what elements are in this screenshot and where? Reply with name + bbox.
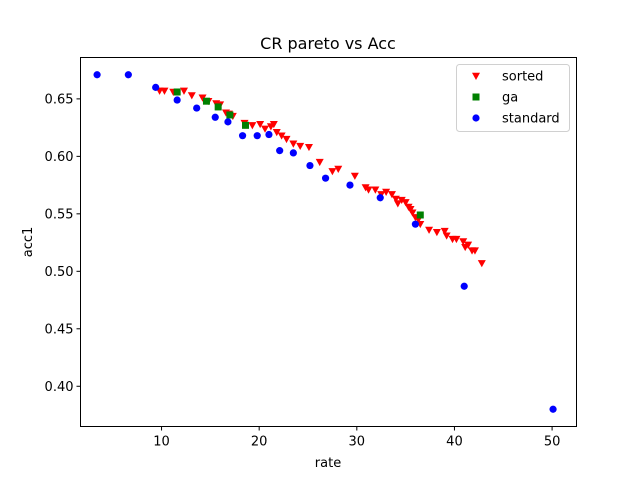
- point-sorted-23: [304, 143, 313, 152]
- y-tick-label: 0.50: [45, 265, 74, 280]
- point-sorted-3: [179, 87, 188, 95]
- point-sorted-27: [350, 172, 359, 180]
- point-standard-9: [265, 130, 273, 139]
- point-ga-0: [173, 88, 181, 96]
- x-axis-label: rate: [315, 456, 341, 471]
- point-standard-13: [321, 174, 330, 182]
- point-standard-3: [173, 96, 181, 104]
- legend-label-standard: standard: [502, 112, 560, 127]
- point-standard-7: [238, 132, 247, 140]
- point-standard-0: [93, 71, 101, 79]
- point-sorted-54: [470, 247, 479, 255]
- x-axis: 10 20 30 40 50: [153, 426, 561, 450]
- point-sorted-29: [364, 186, 373, 194]
- legend-marker-ga: [472, 93, 480, 101]
- point-standard-10: [276, 147, 284, 155]
- point-sorted-55: [477, 260, 486, 268]
- point-sorted-5: [198, 94, 207, 102]
- point-sorted-46: [440, 227, 449, 236]
- point-standard-8: [253, 132, 261, 140]
- point-standard-16: [411, 220, 419, 228]
- point-sorted-20: [282, 135, 291, 144]
- legend-label-ga: ga: [502, 91, 518, 106]
- point-sorted-44: [425, 226, 434, 234]
- point-sorted-13: [248, 122, 257, 130]
- legend-box: [456, 64, 570, 132]
- point-standard-4: [193, 104, 201, 112]
- point-standard-17: [460, 282, 468, 290]
- point-standard-12: [306, 161, 314, 170]
- point-standard-11: [289, 149, 297, 157]
- point-sorted-36: [397, 196, 406, 205]
- point-sorted-33: [387, 191, 396, 199]
- point-standard-2: [152, 83, 160, 91]
- legend-label-sorted: sorted: [502, 70, 543, 85]
- chart-title: CR pareto vs Acc: [260, 34, 396, 53]
- x-tick-label: 30: [349, 435, 366, 450]
- plot-frame: [80, 57, 577, 427]
- point-standard-15: [376, 194, 384, 202]
- point-sorted-1: [160, 87, 169, 95]
- x-tick-label: 20: [251, 435, 268, 450]
- x-tick-label: 10: [153, 435, 170, 450]
- y-axis-label: acc1: [21, 227, 36, 258]
- point-sorted-17: [269, 120, 278, 129]
- point-sorted-32: [382, 188, 391, 196]
- point-sorted-19: [277, 132, 286, 140]
- point-sorted-4: [187, 92, 196, 100]
- point-standard-6: [224, 118, 232, 126]
- plot-marks: [93, 71, 557, 413]
- point-sorted-30: [371, 186, 380, 194]
- point-sorted-52: [464, 241, 473, 249]
- point-sorted-26: [334, 165, 343, 174]
- point-sorted-14: [256, 120, 265, 129]
- point-sorted-24: [315, 158, 324, 167]
- y-tick-label: 0.45: [45, 322, 74, 337]
- point-sorted-22: [296, 142, 305, 151]
- point-sorted-25: [328, 168, 337, 176]
- point-sorted-37: [401, 199, 410, 207]
- legend: sorted ga standard: [456, 64, 570, 132]
- point-sorted-21: [289, 140, 298, 148]
- legend-marker-standard: [472, 114, 480, 122]
- point-standard-18: [549, 405, 557, 413]
- y-tick-label: 0.60: [45, 150, 74, 165]
- point-sorted-34: [391, 195, 400, 203]
- y-tick-label: 0.55: [45, 207, 74, 222]
- point-ga-4: [242, 121, 250, 129]
- x-tick-label: 50: [544, 435, 561, 450]
- point-sorted-18: [272, 129, 281, 137]
- point-sorted-40: [408, 209, 417, 217]
- point-sorted-45: [432, 229, 441, 237]
- point-standard-5: [211, 113, 219, 121]
- y-axis: 0.40 0.45 0.50 0.55 0.60 0.65: [45, 92, 81, 395]
- point-sorted-47: [442, 232, 451, 240]
- point-standard-14: [346, 181, 354, 189]
- point-sorted-15: [261, 125, 270, 133]
- point-sorted-35: [393, 200, 402, 208]
- x-tick-label: 40: [446, 435, 463, 450]
- legend-marker-sorted: [472, 72, 480, 80]
- point-ga-1: [202, 97, 210, 105]
- point-standard-1: [124, 71, 132, 79]
- point-sorted-49: [452, 235, 461, 244]
- point-ga-3: [226, 111, 234, 119]
- y-tick-label: 0.65: [45, 92, 74, 107]
- point-ga-2: [214, 103, 222, 111]
- point-ga-5: [416, 211, 424, 219]
- y-tick-label: 0.40: [45, 380, 74, 395]
- point-sorted-50: [459, 238, 468, 246]
